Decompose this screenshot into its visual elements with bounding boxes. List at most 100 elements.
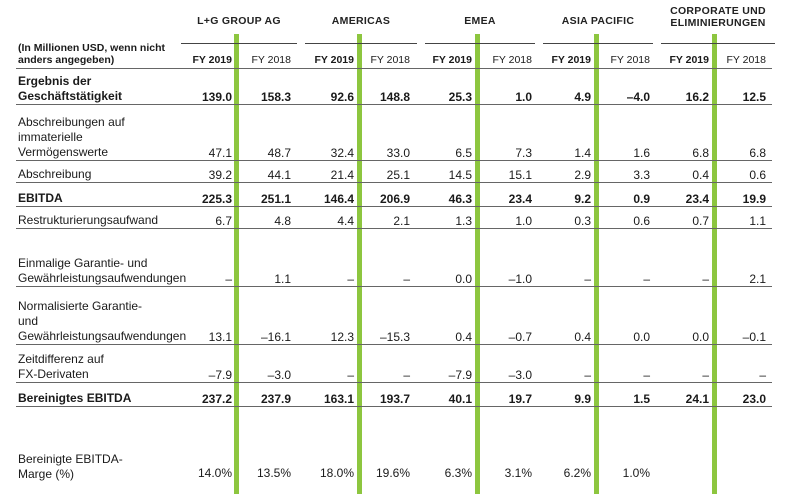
table-cell: 48.7 (267, 145, 291, 160)
row-label: Restrukturierungsaufwand (18, 212, 159, 227)
table-cell: 25.3 (448, 89, 472, 104)
table-cell: 25.1 (386, 167, 410, 182)
table-cell: 23.4 (508, 191, 532, 206)
table-cell: 46.3 (448, 191, 472, 206)
table-cell: –3.0 (508, 367, 532, 382)
table-row: Zeitdifferenz auf FX-Derivaten –7.9 –3.0 – –… (16, 344, 772, 382)
table-cell: 39.2 (208, 167, 232, 182)
row-label-text: Abschreibungen auf immaterielle Vermögen… (18, 114, 125, 159)
row-label-text: Ergebnis der Geschäftstätigkeit (18, 73, 123, 103)
table-cell: – (759, 367, 766, 382)
group-header-corporate: CORPORATE UND ELIMINIERUNGEN (661, 5, 775, 44)
table-cell: 163.1 (323, 391, 354, 406)
green-separator (594, 34, 599, 494)
table-cell: 14.0% (197, 466, 232, 480)
financial-table: (In Millionen USD, wenn nicht anders ang… (16, 38, 772, 492)
table-cell: 0.9 (633, 191, 650, 206)
table-cell: 6.3% (444, 466, 472, 480)
table-cell: –1.0 (508, 271, 532, 286)
row-label-text: Bereinigte EBITDA-Marge (%) (18, 452, 123, 481)
table-cell: 0.0 (455, 271, 472, 286)
table-cell: 12.3 (330, 329, 354, 344)
row-label: Bereinigtes EBITDA (18, 390, 132, 405)
table-cell: 6.8 (692, 145, 709, 160)
table-cell: –7.9 (448, 367, 472, 382)
group-header-americas: AMERICAS (305, 15, 417, 44)
table-cell: 16.2 (685, 89, 709, 104)
table-cell: 18.0% (319, 466, 354, 480)
table-cell: –16.1 (260, 329, 291, 344)
table-cell: 23.4 (685, 191, 709, 206)
row-label: Abschreibung (18, 166, 92, 181)
table-cell: –4.0 (626, 89, 650, 104)
table-cell: 225.3 (201, 191, 232, 206)
group-header-apac: ASIA PACIFIC (543, 15, 653, 44)
group-header-emea: EMEA (425, 15, 535, 44)
table-cell: 146.4 (323, 191, 354, 206)
row-label-text: Einmalige Garantie- und Gewährleistungsa… (18, 255, 187, 285)
table-cell: 6.8 (749, 145, 766, 160)
table-cell: –3.0 (267, 367, 291, 382)
year-label: FY 2018 (610, 53, 650, 66)
table-row: Ergebnis der Geschäftstätigkeit 139.0 158.… (16, 68, 772, 104)
table-cell: 0.3 (574, 213, 591, 228)
table-row: EBITDA 225.3 251.1 146.4 206.9 46.3 23.4 9.2 0.9… (16, 182, 772, 206)
table-cell: 237.2 (201, 391, 232, 406)
table-cell: – (403, 367, 410, 382)
table-cell: 0.4 (455, 329, 472, 344)
table-cell: 1.1 (749, 213, 766, 228)
table-cell: – (702, 367, 709, 382)
table-cell: – (584, 367, 591, 382)
table-cell: 47.1 (208, 145, 232, 160)
row-label: Einmalige Garantie- und Gewährleistungsa… (16, 228, 187, 286)
table-cell: 1.3 (455, 213, 472, 228)
unit-row: (In Millionen USD, wenn nicht anders ang… (16, 38, 772, 68)
table-row: Abschreibungen auf immaterielle Vermögen… (16, 104, 772, 160)
table-cell: 193.7 (379, 391, 410, 406)
year-label: FY 2018 (370, 53, 410, 66)
table-cell: 7.3 (515, 145, 532, 160)
table-cell: 13.5% (256, 466, 291, 480)
table-cell: 0.0 (692, 329, 709, 344)
table-cell: 1.1 (274, 271, 291, 286)
table-row: Normalisierte Garantie- und Gewährleistu… (16, 286, 772, 344)
table-cell: 148.8 (379, 89, 410, 104)
table-cell: 237.9 (260, 391, 291, 406)
table-cell: 1.4 (574, 145, 591, 160)
table-cell: 0.6 (749, 167, 766, 182)
table-cell: 0.7 (692, 213, 709, 228)
table-cell: – (347, 367, 354, 382)
table-cell: – (643, 367, 650, 382)
table-cell: 2.9 (574, 167, 591, 182)
table-cell: 0.0 (633, 329, 650, 344)
table-cell: –7.9 (208, 367, 232, 382)
table-cell: 0.6 (633, 213, 650, 228)
table-cell: – (702, 271, 709, 286)
table-cell: 9.9 (574, 391, 591, 406)
table-cell: 40.1 (448, 391, 472, 406)
row-label: Bereinigte EBITDA-Marge (%) (16, 406, 181, 492)
table-cell: –0.1 (742, 329, 766, 344)
table-cell: –15.3 (379, 329, 410, 344)
table-cell: 9.2 (574, 191, 591, 206)
table-cell: 3.1% (504, 466, 532, 480)
year-label: FY 2018 (492, 53, 532, 66)
green-separator (357, 34, 362, 494)
table-row: Abschreibung 39.2 44.1 21.4 25.1 14.5 15.1 2.9 3… (16, 160, 772, 182)
table-cell: 158.3 (260, 89, 291, 104)
table-cell (715, 406, 772, 492)
table-cell: – (403, 271, 410, 286)
group-header-lg: L+G GROUP AG (181, 15, 297, 44)
table-cell: 15.1 (508, 167, 532, 182)
table-cell: 21.4 (330, 167, 354, 182)
table-cell: 6.5 (455, 145, 472, 160)
table-row: Bereinigtes EBITDA 237.2 237.9 163.1 193.7 40… (16, 382, 772, 406)
table-cell: 1.6 (633, 145, 650, 160)
row-label-text: Normalisierte Garantie- und Gewährleistu… (18, 298, 187, 343)
table-row: Bereinigte EBITDA-Marge (%) 14.0% 13.5% 18.… (16, 406, 772, 492)
table-cell: 206.9 (379, 191, 410, 206)
green-separator (712, 34, 717, 494)
table-cell: 4.8 (274, 213, 291, 228)
row-label: Normalisierte Garantie- und Gewährleistu… (16, 286, 187, 344)
table-cell: 139.0 (201, 89, 232, 104)
